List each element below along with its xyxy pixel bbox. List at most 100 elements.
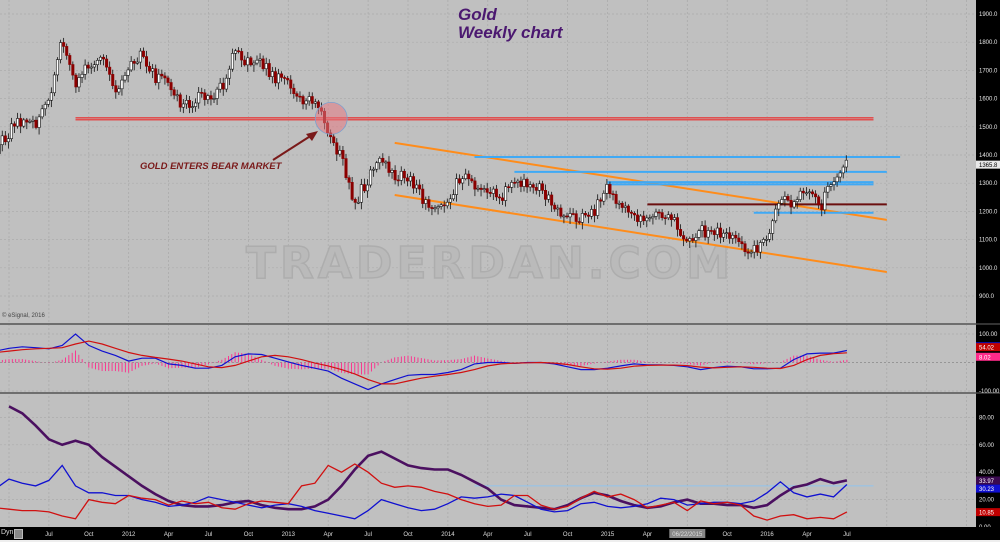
down-candle <box>160 73 164 77</box>
up-candle <box>807 191 811 194</box>
up-candle <box>270 71 274 77</box>
up-candle <box>596 199 600 216</box>
up-candle <box>844 159 848 168</box>
dyn-label[interactable]: Dyn <box>1 529 14 536</box>
up-candle <box>16 118 20 127</box>
down-candle <box>565 215 569 218</box>
up-candle <box>694 237 698 241</box>
up-candle <box>415 184 419 189</box>
plus-di-line <box>0 464 848 520</box>
up-candle <box>835 176 839 183</box>
down-candle <box>709 230 713 232</box>
time-tick-label: Apr <box>483 532 492 538</box>
down-candle <box>789 199 793 208</box>
adx-readout: 33.97 <box>979 479 995 485</box>
up-candle <box>832 181 836 186</box>
up-candle <box>43 104 47 110</box>
down-candle <box>132 61 136 64</box>
down-candle <box>586 214 590 217</box>
up-candle <box>522 178 526 187</box>
minus-di-readout-bg <box>976 508 1000 517</box>
time-tick-label: Oct <box>723 532 733 538</box>
down-candle <box>755 245 759 253</box>
down-candle <box>310 96 314 104</box>
down-candle <box>669 214 673 220</box>
down-candle <box>332 136 336 144</box>
plus-di-readout: 30.23 <box>979 487 995 493</box>
up-candle <box>491 188 495 194</box>
up-candle <box>120 79 124 90</box>
date-cursor-label: 06/22/2015 <box>672 532 703 538</box>
price-tick-label: 1000.0 <box>979 266 998 272</box>
up-candle <box>0 135 4 146</box>
down-candle <box>467 173 471 180</box>
histogram-readout-bg <box>976 352 1000 361</box>
up-candle <box>826 186 830 193</box>
down-candle <box>298 95 302 98</box>
adx-tick-label: 80.00 <box>979 415 995 421</box>
down-candle <box>534 187 538 191</box>
up-candle <box>9 123 13 139</box>
dyn-toggle-button[interactable] <box>14 529 23 539</box>
down-candle <box>280 73 284 78</box>
up-candle <box>365 184 369 192</box>
down-candle <box>485 188 489 193</box>
down-candle <box>513 182 517 184</box>
up-candle <box>218 82 222 90</box>
copyright-label: © eSignal, 2016 <box>2 313 45 319</box>
up-candle <box>672 217 676 220</box>
down-candle <box>105 58 109 68</box>
down-candle <box>734 234 738 239</box>
price-tick-label: 900.0 <box>979 294 995 300</box>
price-tick-label: 1900.0 <box>979 12 998 18</box>
down-candle <box>381 157 385 163</box>
up-candle <box>752 245 756 253</box>
down-candle <box>166 77 170 83</box>
down-candle <box>663 217 667 219</box>
down-candle <box>200 92 204 94</box>
down-candle <box>344 158 348 178</box>
bottom-edge <box>0 540 1000 542</box>
down-candle <box>430 207 434 209</box>
down-candle <box>286 78 290 81</box>
down-candle <box>292 87 296 94</box>
up-candle <box>774 208 778 222</box>
up-candle <box>135 61 139 64</box>
up-candle <box>338 150 342 155</box>
up-candle <box>31 119 35 122</box>
time-tick-label: Oct <box>403 532 413 538</box>
down-candle <box>814 193 818 198</box>
down-candle <box>593 209 597 216</box>
down-candle <box>427 199 431 208</box>
up-candle <box>52 74 56 94</box>
up-candle <box>123 75 127 81</box>
down-candle <box>642 215 646 222</box>
up-candle <box>77 77 81 88</box>
down-candle <box>519 180 523 187</box>
up-candle <box>399 170 403 181</box>
up-candle <box>212 98 216 100</box>
down-candle <box>577 221 581 223</box>
up-candle <box>725 232 729 235</box>
up-candle <box>639 215 643 222</box>
down-candle <box>240 51 244 61</box>
down-candle <box>712 230 716 235</box>
up-candle <box>777 203 781 210</box>
down-candle <box>261 58 265 70</box>
down-candle <box>574 213 578 222</box>
up-candle <box>439 204 443 207</box>
down-candle <box>421 188 425 204</box>
down-candle <box>820 204 824 211</box>
up-candle <box>804 192 808 195</box>
down-candle <box>13 123 17 127</box>
down-candle <box>301 96 305 105</box>
down-candle <box>86 64 90 69</box>
down-candle <box>114 85 118 93</box>
down-candle <box>743 243 747 253</box>
time-tick-label: Apr <box>643 532 652 538</box>
down-candle <box>525 178 529 188</box>
up-candle <box>697 230 701 238</box>
down-candle <box>34 119 38 128</box>
down-candle <box>295 93 299 97</box>
